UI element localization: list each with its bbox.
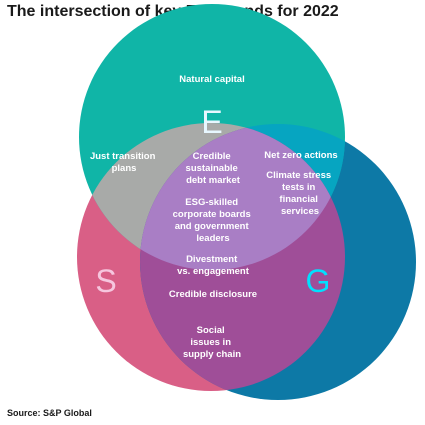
source-note: Source: S&P Global <box>7 408 92 418</box>
label-line: tests in <box>282 182 315 193</box>
label-line: issues in <box>190 337 231 348</box>
label-line: financial <box>279 194 318 205</box>
label-line: Divestment <box>186 254 238 265</box>
label-line: vs. engagement <box>177 266 250 277</box>
label-net-zero-actions: Net zero actions <box>264 150 337 161</box>
letter-s: S <box>95 263 116 299</box>
label-natural-capital: Natural capital <box>179 74 244 85</box>
label-just-transition-plans: Just transition plans <box>90 151 158 174</box>
label-social-issues-supply-chain: Social issues in supply chain <box>183 325 241 360</box>
label-line: Credible <box>193 151 231 162</box>
label-line: corporate boards <box>173 209 251 220</box>
label-esg-skilled-boards: ESG-skilled corporate boards and governm… <box>173 197 254 244</box>
letter-e: E <box>201 104 222 140</box>
label-climate-stress-tests: Climate stress tests in financial servic… <box>266 170 334 217</box>
letter-g: G <box>306 263 331 299</box>
label-divestment-vs-engagement: Divestment vs. engagement <box>177 254 250 277</box>
label-line: plans <box>112 163 137 174</box>
label-credible-disclosure: Credible disclosure <box>169 289 257 300</box>
label-credible-sustainable-debt-market: Credible sustainable debt market <box>186 151 241 186</box>
label-line: Just transition <box>90 151 156 162</box>
label-line: services <box>281 206 319 217</box>
label-line: sustainable <box>186 163 238 174</box>
label-line: ESG-skilled <box>185 197 238 208</box>
label-line: and government <box>175 221 250 232</box>
label-line: debt market <box>186 175 241 186</box>
label-line: leaders <box>196 233 229 244</box>
label-line: Social <box>197 325 225 336</box>
label-line: Climate stress <box>266 170 331 181</box>
label-line: supply chain <box>183 349 241 360</box>
